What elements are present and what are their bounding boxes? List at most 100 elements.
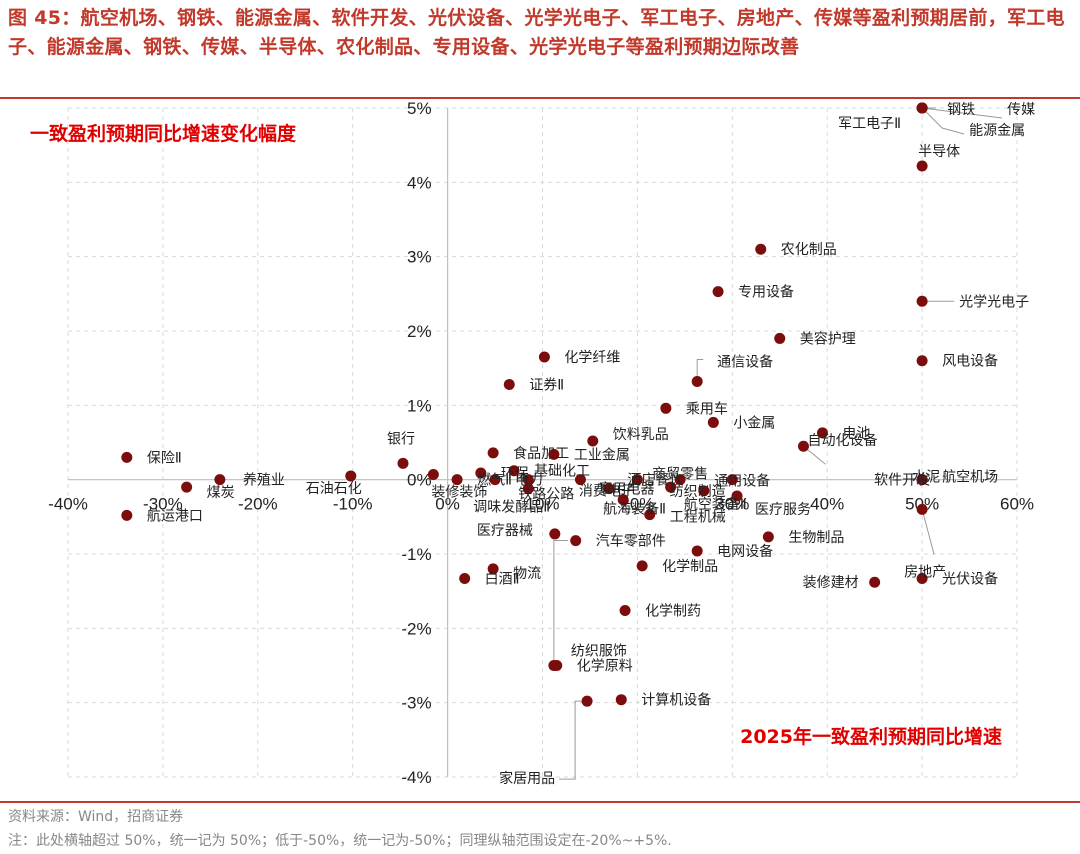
x-tick-label: 40% xyxy=(810,495,844,514)
point-label: 食品加工 xyxy=(513,445,569,462)
point-label: 通用设备 xyxy=(714,473,770,490)
data-point xyxy=(774,332,786,344)
point-label: 饮料乳品 xyxy=(613,427,669,443)
data-point xyxy=(603,483,615,495)
data-point xyxy=(459,573,471,585)
point-label: 化学纤维 xyxy=(564,350,620,366)
leader-line xyxy=(696,359,704,382)
figure-title: 图 45：航空机场、钢铁、能源金属、软件开发、光伏设备、光学光电子、军工电子、房… xyxy=(8,7,1065,58)
point-label: 光学光电子 xyxy=(959,294,1029,310)
x-tick-label: 10% xyxy=(525,495,559,514)
point-label: 养殖业 xyxy=(243,472,285,489)
x-tick-label: -30% xyxy=(143,495,183,514)
y-tick-label: -3% xyxy=(401,694,431,713)
point-label: 美容护理 xyxy=(800,330,856,347)
point-label: 白酒Ⅱ xyxy=(485,572,520,588)
bottom-rule xyxy=(0,801,1080,803)
data-point xyxy=(816,427,828,439)
x-axis-label: 2025年一致盈利预期同比增速 xyxy=(740,725,1002,748)
point-label: 环保 xyxy=(501,466,529,482)
point-label: 燃气Ⅱ xyxy=(477,472,512,489)
y-tick-label: 4% xyxy=(407,173,432,192)
data-point xyxy=(214,474,226,486)
data-point xyxy=(691,376,703,388)
x-tick-label: 60% xyxy=(1000,495,1034,514)
point-label: 水泥 xyxy=(912,470,940,486)
point-label: 航运港口 xyxy=(147,508,203,524)
y-tick-label: 0% xyxy=(407,471,432,490)
leader-line xyxy=(559,700,588,780)
data-point xyxy=(665,481,677,493)
data-point xyxy=(755,243,767,255)
point-label: 航海装备Ⅱ xyxy=(603,501,666,518)
point-label: 石油石化 xyxy=(306,481,362,497)
data-point xyxy=(617,494,629,506)
point-label: 纺织制造 xyxy=(670,484,726,500)
data-point xyxy=(615,694,627,706)
point-label: 证券Ⅱ xyxy=(529,378,564,394)
data-point xyxy=(548,448,560,460)
point-label: 工业金属 xyxy=(574,447,630,463)
point-label: 物流 xyxy=(513,566,541,582)
data-point xyxy=(581,695,593,707)
point-label: 纺织服饰 xyxy=(571,644,627,660)
point-label: 军工电子Ⅱ xyxy=(838,116,901,132)
point-label: 农化制品 xyxy=(781,242,837,258)
point-layer xyxy=(121,102,928,707)
data-point xyxy=(916,503,928,515)
point-label: 风电设备 xyxy=(942,353,998,370)
point-label: 乘用车 xyxy=(686,400,728,417)
data-point xyxy=(503,379,515,391)
data-point xyxy=(660,402,672,414)
scatter-chart: -40%-30%-20%-10%0%10%20%30%40%50%60%-4%-… xyxy=(30,99,1035,787)
data-point xyxy=(587,435,599,447)
source-text: 资料来源：Wind，招商证券 xyxy=(8,809,184,825)
data-point xyxy=(712,286,724,298)
data-point xyxy=(522,474,534,486)
y-tick-label: 1% xyxy=(407,396,432,415)
x-tick-label: -40% xyxy=(48,495,88,514)
data-point xyxy=(121,451,133,463)
leader-line xyxy=(921,509,935,555)
point-label: 传媒 xyxy=(1007,102,1035,118)
point-label: 化学制药 xyxy=(645,603,701,619)
y-tick-label: -2% xyxy=(401,619,431,638)
data-point xyxy=(726,474,738,486)
note-text: 注：此处横轴超过 50%，统一记为 50%；低于-50%，统一记为-50%；同理… xyxy=(8,833,672,849)
point-label: 汽车零部件 xyxy=(596,533,666,550)
data-point xyxy=(549,528,561,540)
point-label: 计算机设备 xyxy=(641,692,711,709)
y-axis-label: 一致盈利预期同比增速变化幅度 xyxy=(30,122,297,145)
point-label: 医疗服务 xyxy=(755,502,811,518)
axis-layer: -40%-30%-20%-10%0%10%20%30%40%50%60%-4%-… xyxy=(48,99,1034,787)
data-point xyxy=(487,563,499,575)
y-tick-label: 2% xyxy=(407,322,432,341)
point-label: 装修建材 xyxy=(803,575,859,591)
data-point xyxy=(121,509,133,521)
point-label: 化学制品 xyxy=(662,559,718,575)
data-point xyxy=(698,485,710,497)
leader-line xyxy=(922,107,1003,119)
x-tick-label: -10% xyxy=(333,495,373,514)
point-label: 商贸零售 xyxy=(652,467,708,483)
data-point xyxy=(916,573,928,585)
top-rule xyxy=(0,97,1080,99)
data-point xyxy=(869,576,881,588)
data-point xyxy=(522,483,534,495)
data-point xyxy=(489,474,501,486)
leader-lines xyxy=(548,107,1003,780)
data-point xyxy=(631,474,643,486)
point-label: 家用电器 xyxy=(598,481,654,498)
point-label: 调味发酵品Ⅱ xyxy=(473,500,550,516)
data-point xyxy=(345,470,357,482)
point-label: 专用设备 xyxy=(738,284,794,301)
point-label: 电力 xyxy=(515,473,543,489)
point-label: 通信设备 xyxy=(717,354,773,371)
point-label: 化学原料 xyxy=(577,659,633,675)
point-label: 工程机械 xyxy=(670,510,726,526)
leader-line xyxy=(921,107,965,135)
y-tick-label: -4% xyxy=(401,768,431,787)
data-point xyxy=(916,160,928,172)
y-tick-label: 5% xyxy=(407,99,432,118)
data-point xyxy=(574,474,586,486)
